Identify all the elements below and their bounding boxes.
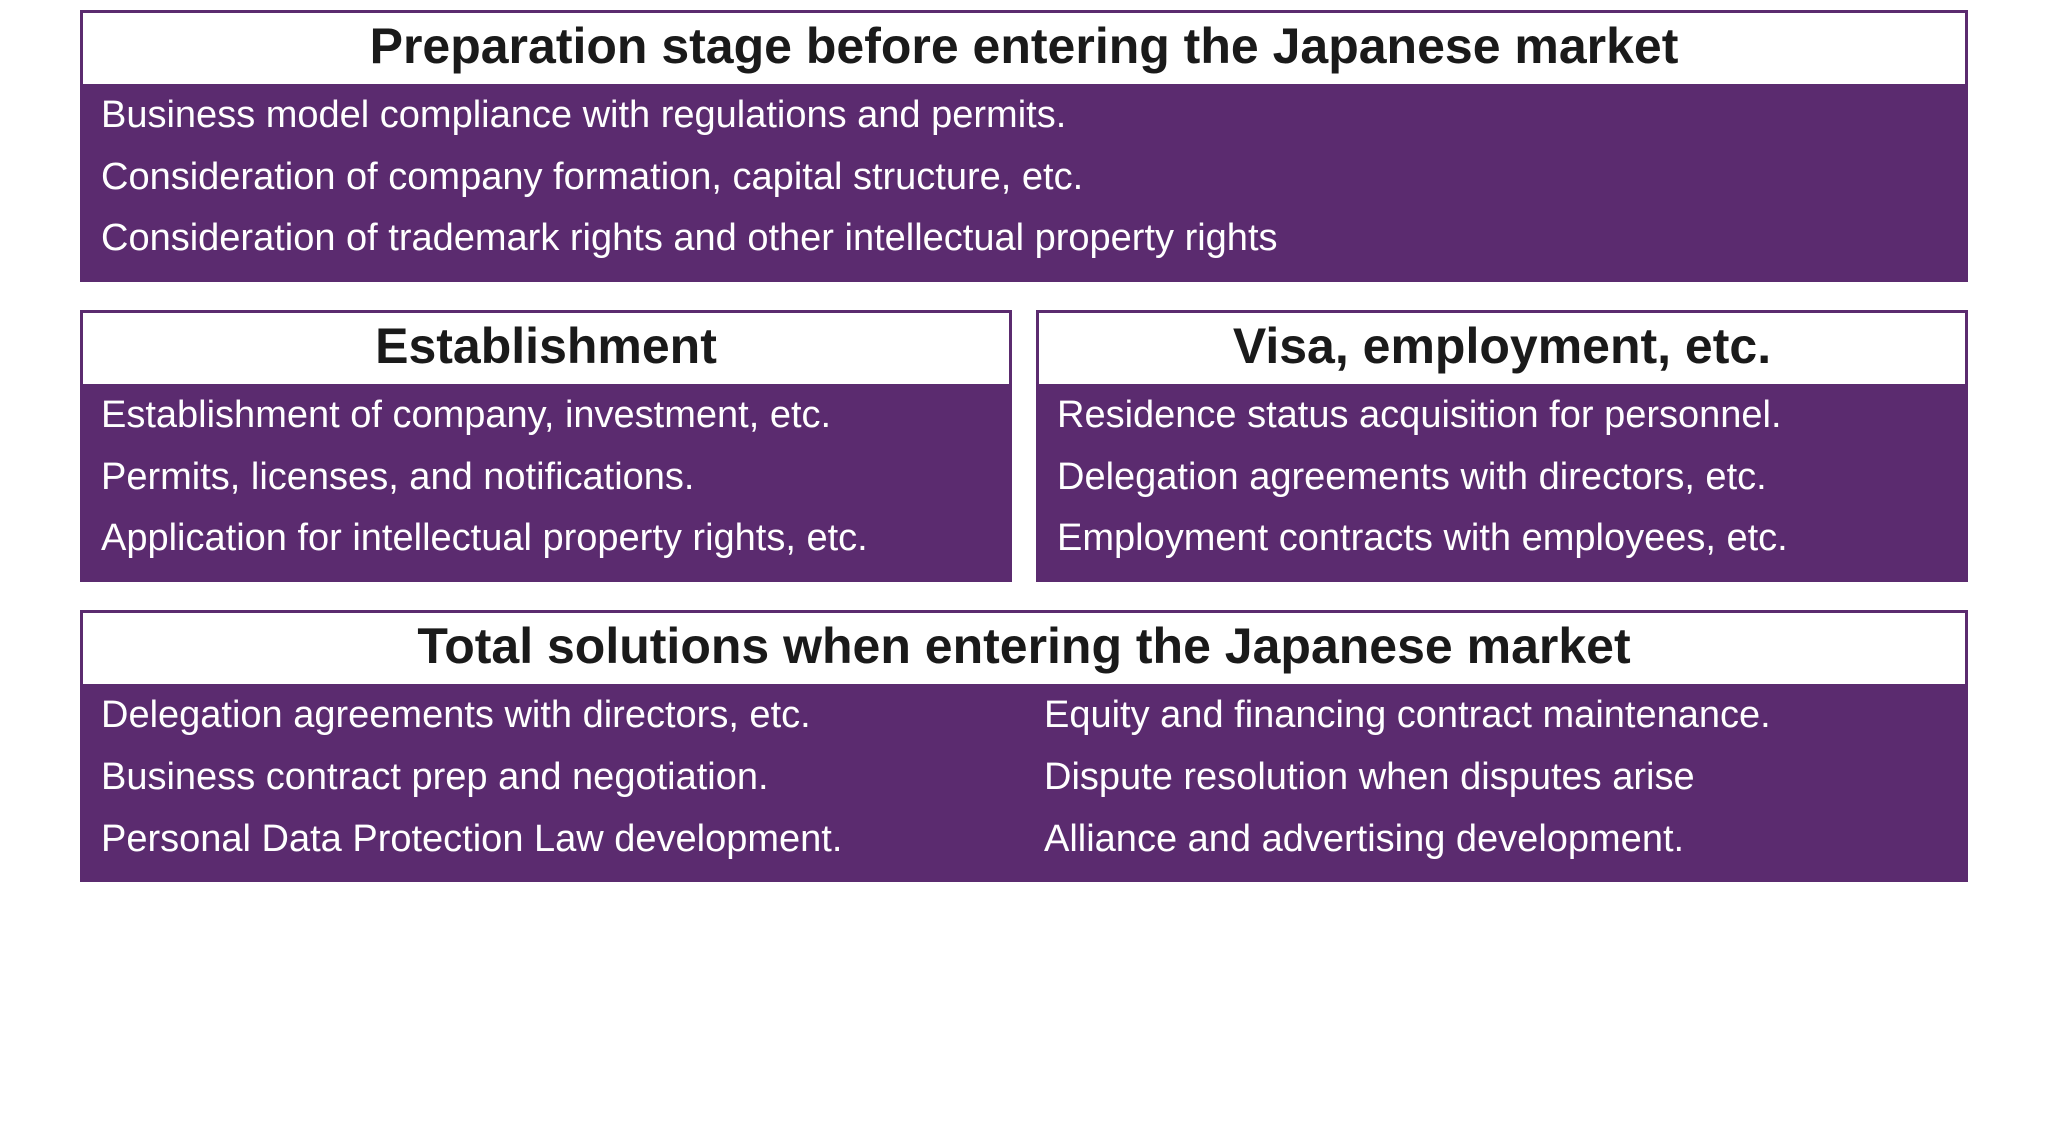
list-item: Business model compliance with regulatio… [101,94,1947,138]
list-item: Alliance and advertising development. [1044,818,1947,862]
list-item: Consideration of company formation, capi… [101,156,1947,200]
panel-establishment: Establishment Establishment of company, … [80,310,1012,582]
panel-establishment-title: Establishment [83,313,1009,384]
row-two-panels: Establishment Establishment of company, … [80,310,1968,582]
list-item: Dispute resolution when disputes arise [1044,756,1947,800]
infographic-container: Preparation stage before entering the Ja… [80,10,1968,882]
panel-solutions-title: Total solutions when entering the Japane… [83,613,1965,684]
list-item: Personal Data Protection Law development… [101,818,1004,862]
list-item: Application for intellectual property ri… [101,517,991,561]
panel-visa-body: Residence status acquisition for personn… [1039,384,1965,579]
panel-preparation: Preparation stage before entering the Ja… [80,10,1968,282]
list-item: Permits, licenses, and notifications. [101,456,991,500]
list-item: Delegation agreements with directors, et… [1057,456,1947,500]
panel-preparation-title: Preparation stage before entering the Ja… [83,13,1965,84]
list-item: Establishment of company, investment, et… [101,394,991,438]
list-item: Equity and financing contract maintenanc… [1044,694,1947,738]
panel-solutions-body: Delegation agreements with directors, et… [83,684,1965,879]
panel-solutions: Total solutions when entering the Japane… [80,610,1968,882]
panel-preparation-body: Business model compliance with regulatio… [83,84,1965,279]
list-item: Business contract prep and negotiation. [101,756,1004,800]
list-item: Residence status acquisition for personn… [1057,394,1947,438]
list-item: Delegation agreements with directors, et… [101,694,1004,738]
list-item: Employment contracts with employees, etc… [1057,517,1947,561]
panel-establishment-body: Establishment of company, investment, et… [83,384,1009,579]
list-item: Consideration of trademark rights and ot… [101,217,1947,261]
panel-visa-title: Visa, employment, etc. [1039,313,1965,384]
panel-visa: Visa, employment, etc. Residence status … [1036,310,1968,582]
